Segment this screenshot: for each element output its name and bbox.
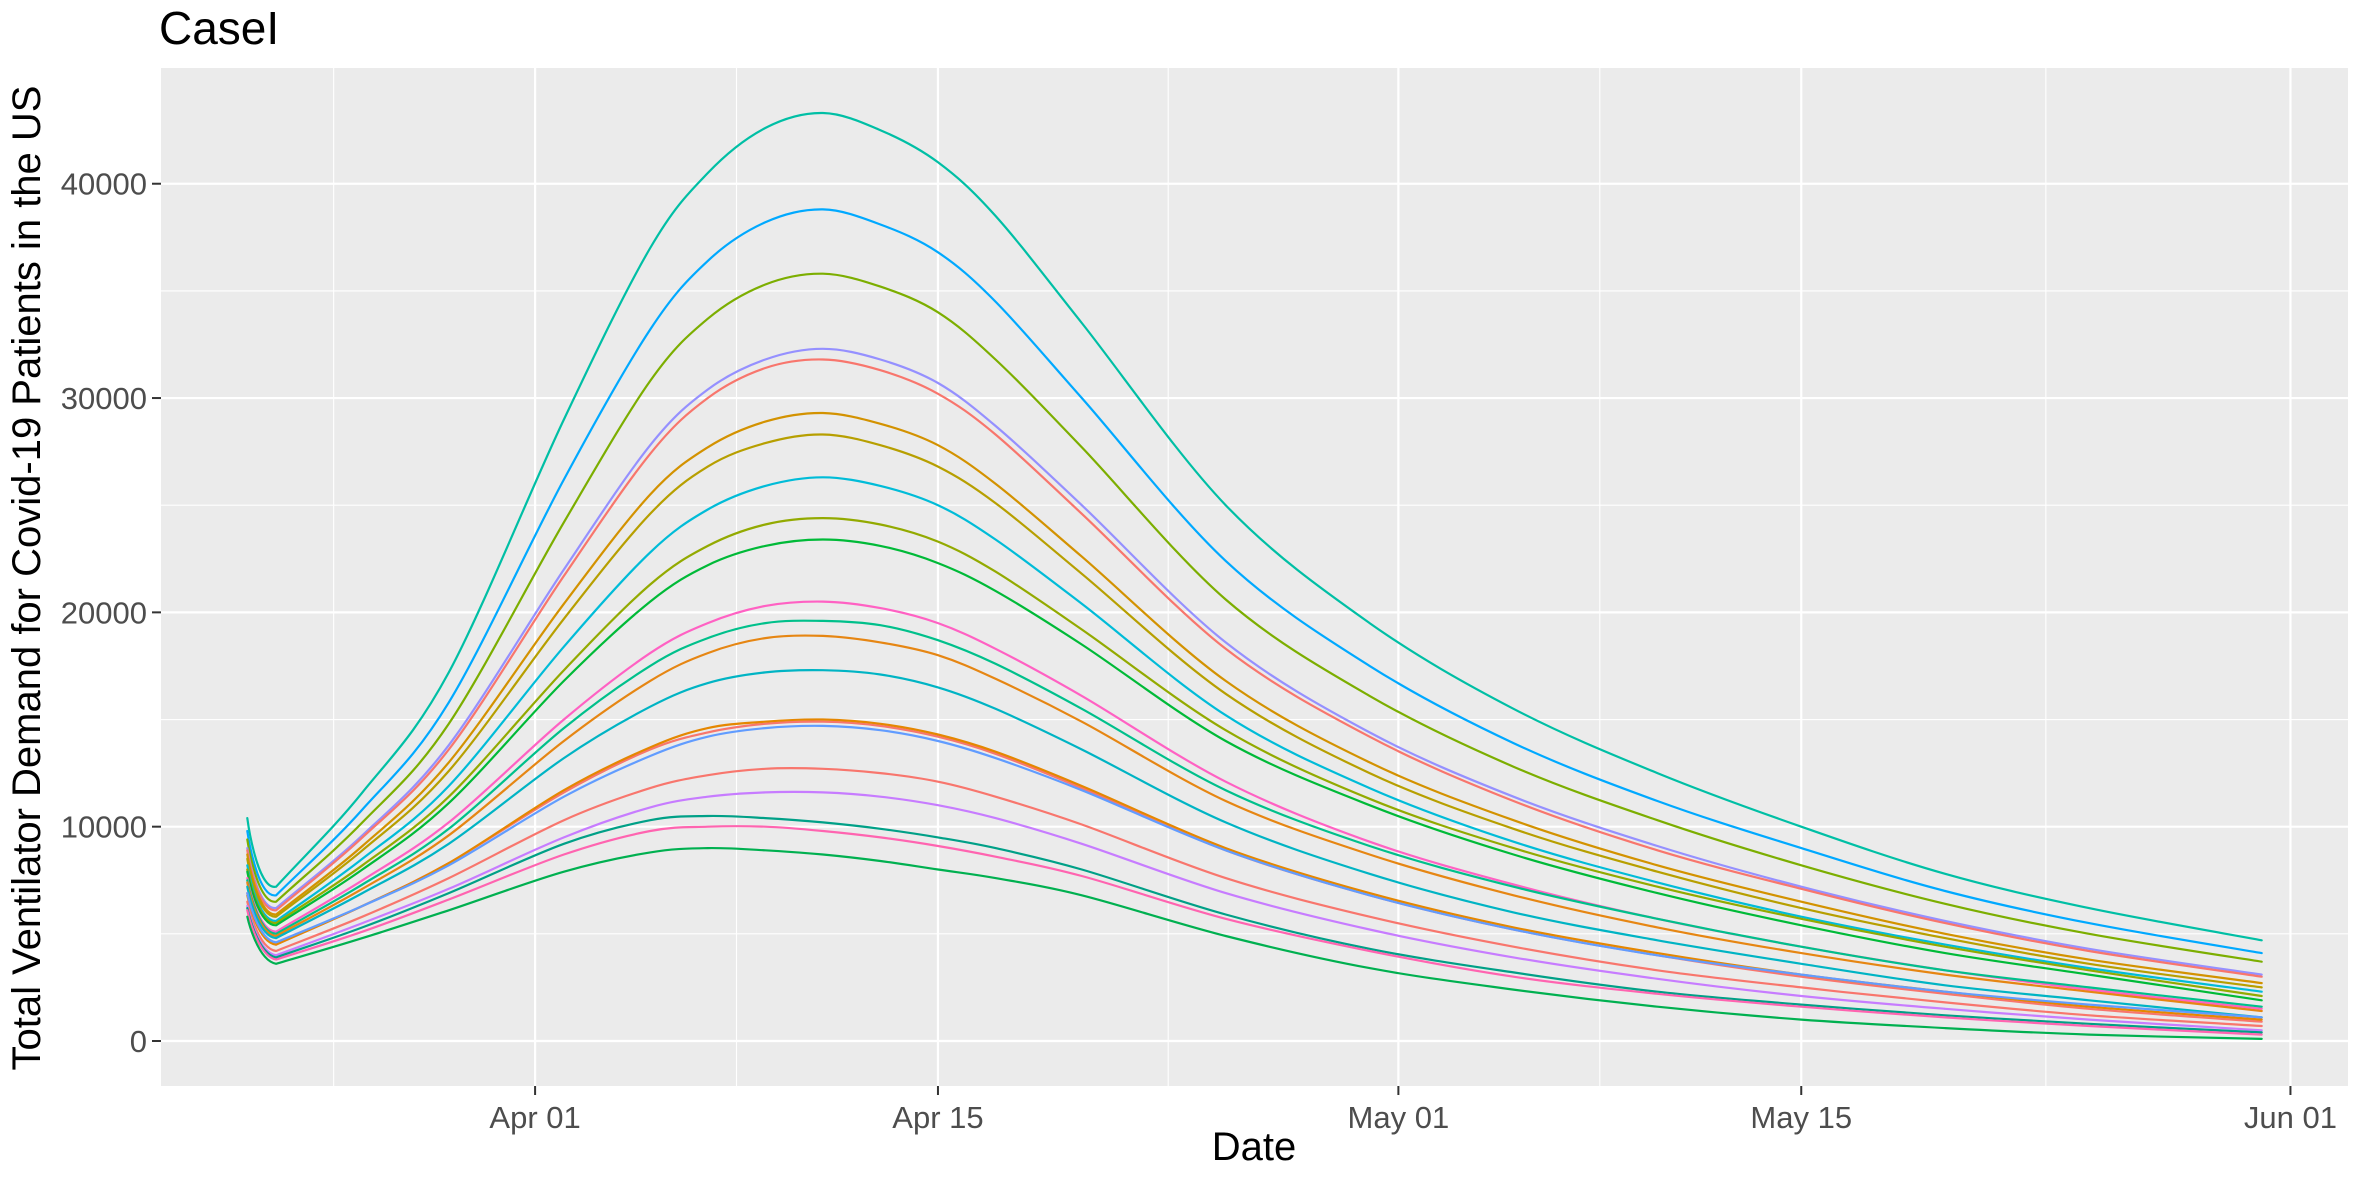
series-line-6 (246, 411, 2263, 985)
series-line-4 (246, 347, 2263, 976)
x-tick-label: May 01 (1348, 1100, 1450, 1135)
series-line-8 (246, 476, 2263, 993)
series-line-17 (246, 724, 2263, 1019)
x-tick-label: May 15 (1750, 1100, 1852, 1135)
x-axis-title: Date (1212, 1125, 1297, 1169)
series-line-18 (246, 767, 2263, 1028)
major-gridlines (161, 68, 2348, 1086)
y-tick-label: 40000 (61, 167, 147, 202)
series-layer (246, 111, 2263, 1040)
y-axis-title: Total Ventilator Demand for Covid-19 Pat… (5, 86, 49, 1071)
series-line-13 (246, 634, 2263, 1013)
x-tick-label: Jun 01 (2244, 1100, 2337, 1135)
y-tick-label: 10000 (61, 810, 147, 845)
series-line-14 (246, 669, 2263, 1019)
x-axis: Apr 01 Apr 15 May 01 May 15 Jun 01 (489, 1086, 2337, 1135)
y-tick-label: 0 (130, 1024, 147, 1059)
series-line-12 (246, 619, 2263, 1008)
series-line-1 (246, 111, 2263, 942)
x-tick-label: Apr 01 (489, 1100, 580, 1135)
series-line-10 (246, 538, 2263, 1002)
y-tick-label: 20000 (61, 595, 147, 630)
series-line-7 (246, 433, 2263, 989)
series-line-2 (246, 208, 2263, 955)
series-line-21 (246, 825, 2263, 1036)
series-line-5 (246, 358, 2263, 978)
series-line-20 (246, 814, 2263, 1034)
series-line-3 (246, 272, 2263, 963)
y-tick-label: 30000 (61, 381, 147, 416)
y-axis: 0 10000 20000 30000 40000 (61, 167, 161, 1059)
series-line-19 (246, 790, 2263, 1032)
series-line-22 (246, 846, 2263, 1040)
x-tick-label: Apr 15 (892, 1100, 983, 1135)
series-line-9 (246, 517, 2263, 998)
plot-panel (161, 68, 2348, 1086)
chart-title: CaseI (159, 2, 279, 54)
